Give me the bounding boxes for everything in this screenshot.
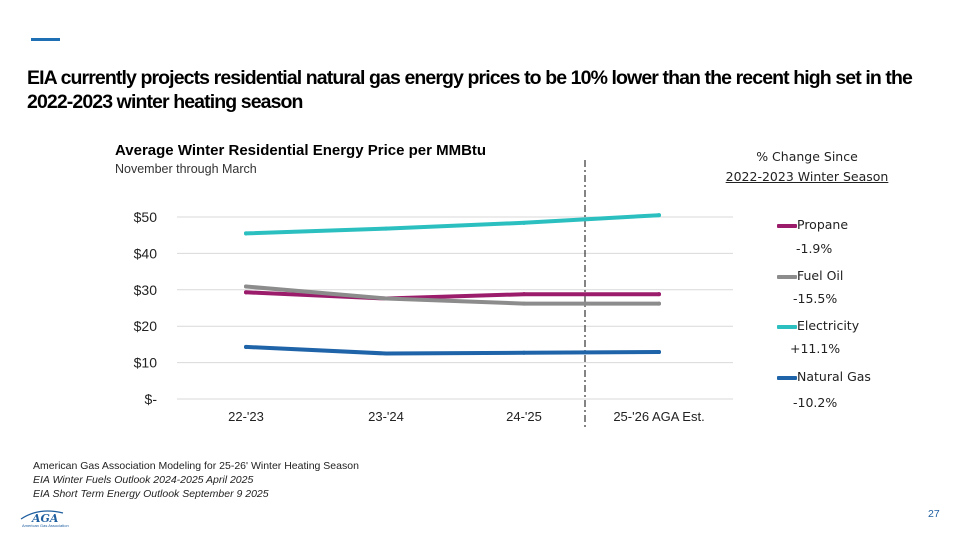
data-point-electricity — [657, 213, 661, 218]
data-point-fuel-oil — [657, 301, 661, 306]
y-tick-label: $- — [145, 391, 158, 407]
data-point-fuel-oil — [522, 301, 526, 306]
change-propane: -1.9% — [796, 241, 833, 256]
change-fuel-oil: -15.5% — [793, 291, 838, 306]
source-2: EIA Winter Fuels Outlook 2024-2025 April… — [33, 474, 254, 486]
data-point-fuel-oil — [384, 296, 388, 301]
legend-label-natural-gas: Natural Gas — [797, 369, 871, 384]
data-point-electricity — [244, 231, 248, 236]
legend-fuel-oil: Fuel Oil — [777, 268, 843, 283]
data-point-electricity — [384, 226, 388, 231]
source-1: American Gas Association Modeling for 25… — [33, 460, 359, 472]
legend-swatch-propane — [777, 223, 797, 228]
logo-text: AGA — [31, 512, 59, 525]
change-header-line2: 2022-2023 Winter Season — [725, 169, 889, 184]
chart-subtitle: November through March — [115, 162, 257, 176]
change-natural-gas: -10.2% — [793, 395, 838, 410]
legend-label-fuel-oil: Fuel Oil — [797, 268, 844, 283]
y-tick-label: $40 — [134, 245, 158, 261]
legend-electricity: Electricity — [777, 318, 859, 333]
y-tick-label: $20 — [134, 318, 158, 334]
series-line-propane — [244, 290, 661, 301]
legend-natural-gas: Natural Gas — [777, 369, 871, 384]
aga-logo: AGA American Gas Association — [20, 510, 69, 528]
legend-label-propane: Propane — [797, 217, 849, 232]
x-tick-label: 24-'25 — [506, 409, 542, 424]
series-line-electricity — [244, 213, 661, 236]
y-tick-label: $50 — [134, 209, 158, 225]
x-tick-label: 22-'23 — [228, 409, 264, 424]
chart-title: Average Winter Residential Energy Price … — [115, 142, 487, 159]
change-electricity: +11.1% — [790, 341, 841, 356]
data-point-natural-gas — [657, 350, 661, 355]
accent-bar — [31, 38, 60, 41]
legend-swatch-electricity — [777, 324, 797, 329]
series-line-natural-gas — [244, 344, 661, 356]
legend-propane: Propane — [777, 217, 848, 232]
data-point-propane — [522, 292, 526, 297]
data-point-natural-gas — [244, 344, 248, 349]
change-header-line1: % Change Since — [756, 149, 858, 164]
change-header: % Change Since 2022-2023 Winter Season — [712, 147, 902, 187]
data-point-propane — [244, 290, 248, 295]
y-tick-label: $10 — [134, 355, 158, 371]
data-point-natural-gas — [384, 351, 388, 356]
legend-label-electricity: Electricity — [797, 318, 860, 333]
legend-swatch-fuel-oil — [777, 274, 797, 279]
legend-swatch-natural-gas — [777, 375, 797, 380]
logo-subtext: American Gas Association — [22, 523, 69, 528]
data-point-electricity — [522, 220, 526, 225]
source-3: EIA Short Term Energy Outlook September … — [33, 488, 269, 500]
sources: American Gas Association Modeling for 25… — [33, 459, 359, 501]
data-point-natural-gas — [522, 350, 526, 355]
y-tick-label: $30 — [134, 282, 158, 298]
series-line-fuel-oil — [244, 284, 661, 306]
data-point-propane — [657, 292, 661, 297]
x-tick-label: 23-'24 — [368, 409, 404, 424]
slide-title: EIA currently projects residential natur… — [27, 67, 913, 113]
x-tick-label: 25-'26 AGA Est. — [613, 409, 704, 424]
page-number: 27 — [928, 508, 940, 520]
data-point-fuel-oil — [244, 284, 248, 289]
